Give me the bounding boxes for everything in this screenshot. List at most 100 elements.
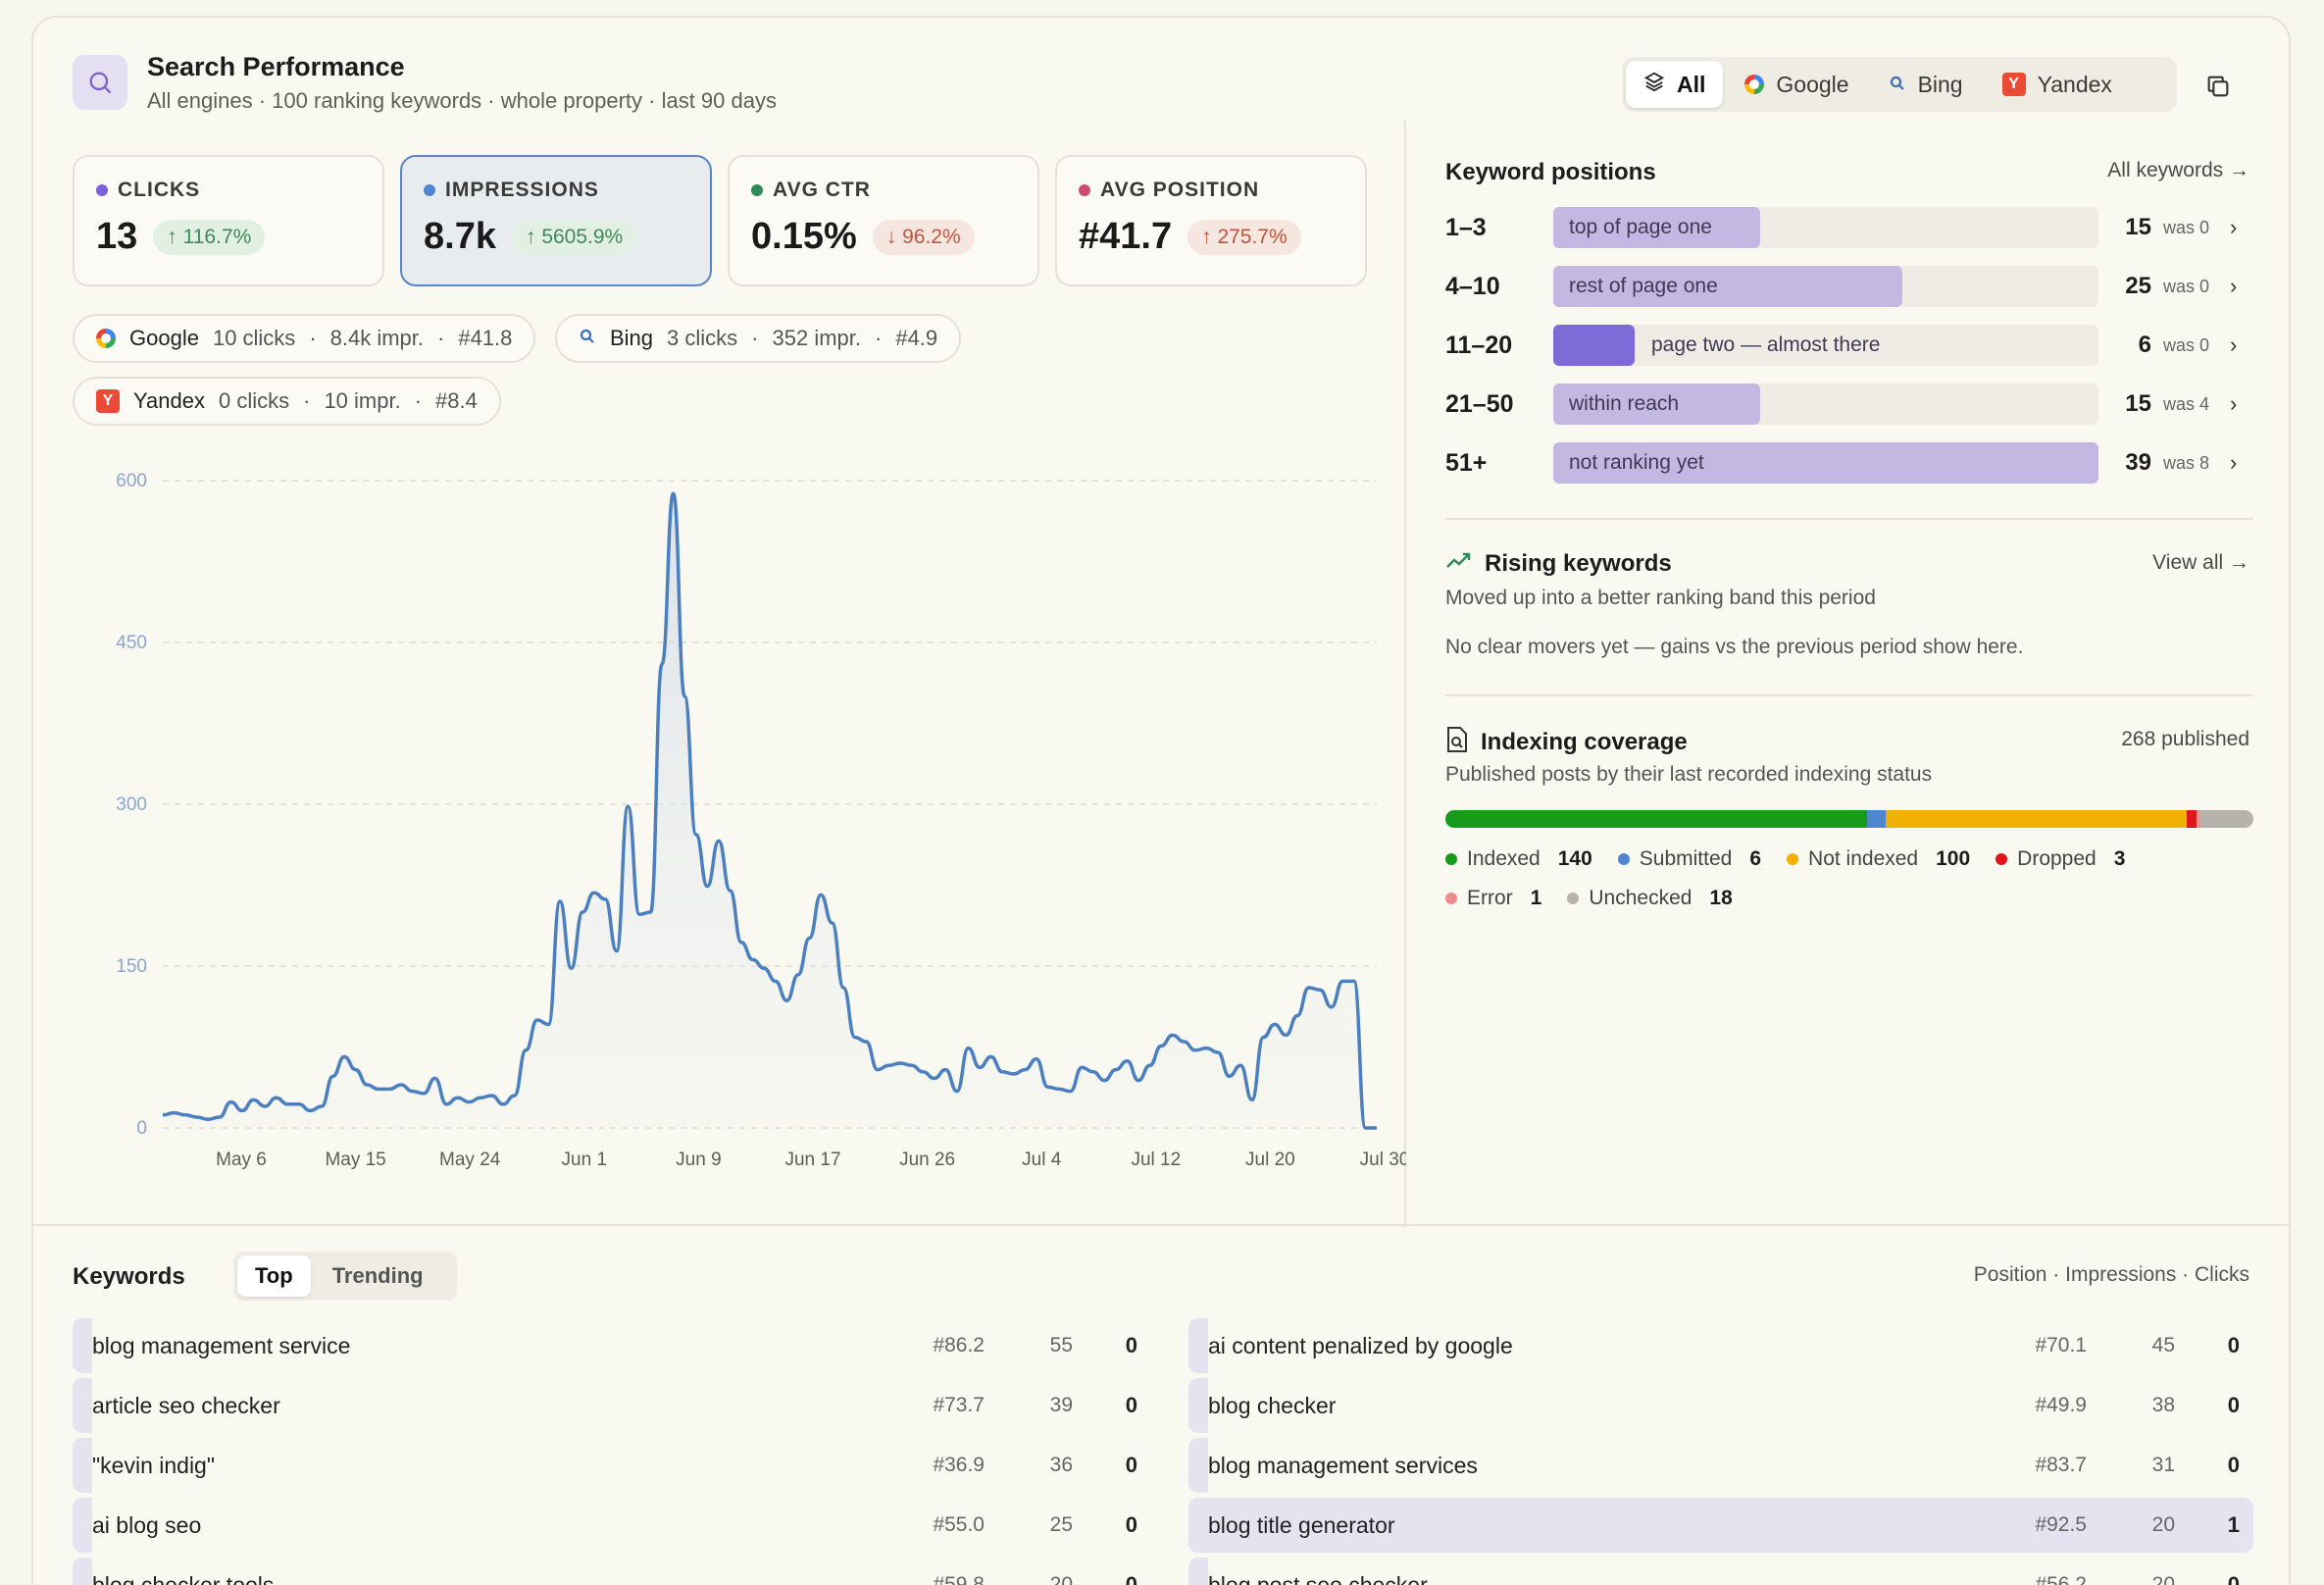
chip-engine-name: Google: [129, 326, 199, 350]
band-desc: rest of page one: [1569, 275, 1718, 297]
chip-position: #4.9: [895, 326, 938, 350]
keyword-row[interactable]: blog management services #83.7 31 0: [1188, 1438, 2253, 1493]
legend-dot: [1567, 893, 1580, 904]
legend-value: 1: [1530, 887, 1542, 909]
tab-all[interactable]: All: [1626, 61, 1724, 108]
copy-icon[interactable]: [2198, 67, 2238, 106]
coverage-segment: [2198, 810, 2253, 828]
keyword-clicks: 0: [2227, 1333, 2240, 1357]
legend-unchecked: Unchecked 18: [1567, 887, 1733, 910]
engine-chip-google[interactable]: Google 10 clicks · 8.4k impr. · #41.8: [73, 314, 536, 363]
tab-bing-label: Bing: [1917, 71, 1963, 97]
engine-chip-yandex[interactable]: Y Yandex 0 clicks · 10 impr. · #8.4: [73, 377, 501, 426]
view-all-link[interactable]: View all →: [2152, 551, 2249, 575]
ctr-dot: [751, 184, 763, 196]
keyword-impressions: 45: [2151, 1334, 2175, 1356]
keyword-row[interactable]: "kevin indig" #36.9 36 0: [73, 1438, 1151, 1493]
all-keywords-link[interactable]: All keywords →: [2107, 159, 2249, 182]
document-search-icon: [1445, 726, 1469, 758]
keyword-row[interactable]: ai blog seo #55.0 25 0: [73, 1498, 1151, 1553]
divider: [1445, 694, 2253, 696]
tab-yandex[interactable]: Y Yandex: [1985, 61, 2130, 108]
chip-sep: ·: [309, 326, 317, 350]
keyword-band-row[interactable]: 51+ not ranking yet 39 was 8 ›: [1445, 441, 2253, 485]
legend-not-indexed: Not indexed 100: [1787, 847, 1970, 871]
keyword-name: blog checker tools: [92, 1571, 275, 1585]
x-tick-label: Jun 9: [676, 1150, 721, 1170]
keyword-position: #92.5: [2035, 1513, 2087, 1536]
keyword-impressions: 38: [2151, 1394, 2175, 1416]
tab-trending[interactable]: Trending: [331, 1263, 424, 1288]
x-tick-label: Jul 12: [1131, 1150, 1181, 1170]
coverage-segment: [2196, 810, 2199, 828]
row-marker: [73, 1378, 92, 1433]
row-marker: [73, 1558, 92, 1585]
chip-sep: ·: [303, 388, 311, 413]
row-marker: [1188, 1378, 1208, 1433]
chevron-right-icon: ›: [2230, 391, 2238, 416]
keyword-clicks: 0: [1125, 1512, 1137, 1537]
keyword-band-row[interactable]: 4–10 rest of page one 25 was 0 ›: [1445, 265, 2253, 308]
keyword-band-row[interactable]: 21–50 within reach 15 was 4 ›: [1445, 383, 2253, 426]
indexing-count: 268 published: [2121, 728, 2249, 750]
legend-dot: [1445, 893, 1457, 904]
chip-sep: ·: [437, 326, 445, 350]
keyword-name: article seo checker: [92, 1392, 280, 1418]
stat-delta-value: 96.2%: [902, 225, 961, 248]
keyword-row[interactable]: article seo checker #73.7 39 0: [73, 1378, 1151, 1433]
tab-google-label: Google: [1776, 71, 1849, 97]
indexing-header: Indexing coverage: [1445, 726, 1688, 758]
stat-value: #41.7: [1079, 216, 1173, 257]
stat-impressions[interactable]: IMPRESSIONS 8.7k ↑ 5605.9%: [400, 155, 712, 286]
page-subtitle: All engines · 100 ranking keywords · who…: [147, 88, 777, 113]
keywords-list-right: ai content penalized by google #70.1 45 0 b…: [1188, 1318, 2253, 1585]
engine-chip-bing[interactable]: Bing 3 clicks · 352 impr. · #4.9: [555, 314, 962, 363]
legend-dot: [1445, 853, 1457, 865]
chip-sep: ·: [875, 326, 883, 350]
chip-impressions: 10 impr.: [324, 388, 401, 413]
coverage-legend-row1: Indexed 140 Submitted 6 Not indexed 100 Dro…: [1445, 847, 2125, 871]
chevron-right-icon: ›: [2230, 450, 2238, 475]
keyword-row[interactable]: blog post seo checker #56.2 20 0: [1188, 1558, 2253, 1585]
chevron-right-icon: ›: [2230, 332, 2238, 357]
band-was: was 8: [2163, 452, 2210, 473]
tab-google[interactable]: Google: [1727, 61, 1866, 108]
x-tick-label: Jul 20: [1245, 1150, 1295, 1170]
keyword-clicks: 0: [1125, 1333, 1137, 1357]
stat-avg-position[interactable]: AVG POSITION #41.7 ↑ 275.7%: [1055, 155, 1367, 286]
position-dot: [1079, 184, 1090, 196]
keyword-clicks: 0: [1125, 1393, 1137, 1417]
stat-delta-value: 5605.9%: [541, 225, 624, 248]
keyword-row[interactable]: blog management service #86.2 55 0: [73, 1318, 1151, 1373]
series-area: [163, 493, 1377, 1128]
keyword-band-row[interactable]: 11–20 page two — almost there 6 was 0 ›: [1445, 324, 2253, 367]
keyword-row[interactable]: blog checker #49.9 38 0: [1188, 1378, 2253, 1433]
legend-value: 140: [1557, 847, 1592, 870]
bing-search-icon: [579, 326, 596, 351]
keyword-name: blog checker: [1208, 1392, 1337, 1418]
stat-value: 8.7k: [424, 216, 496, 257]
yandex-logo-icon: Y: [96, 389, 120, 413]
tab-top[interactable]: Top: [237, 1255, 311, 1297]
keyword-row-highlighted[interactable]: blog title generator #92.5 20 1: [1188, 1498, 2253, 1553]
keyword-row[interactable]: ai content penalized by google #70.1 45 0: [1188, 1318, 2253, 1373]
keyword-band-row[interactable]: 1–3 top of page one 15 was 0 ›: [1445, 206, 2253, 249]
row-marker: [1188, 1318, 1208, 1373]
stat-label: AVG POSITION: [1100, 179, 1260, 201]
keyword-name: blog management service: [92, 1332, 351, 1358]
legend-submitted: Submitted 6: [1617, 847, 1761, 871]
tab-bing[interactable]: Bing: [1871, 61, 1981, 108]
section-divider: [33, 1224, 2289, 1226]
keyword-row[interactable]: blog checker tools #59.8 20 0: [73, 1558, 1151, 1585]
legend-value: 100: [1936, 847, 1971, 870]
band-track: within reach: [1553, 383, 2098, 425]
x-tick-label: May 6: [216, 1150, 267, 1170]
legend-label: Not indexed: [1808, 847, 1919, 870]
tab-yandex-label: Yandex: [2037, 71, 2112, 97]
stat-avg-ctr[interactable]: AVG CTR 0.15% ↓ 96.2%: [728, 155, 1039, 286]
keyword-name: blog post seo checker: [1208, 1571, 1428, 1585]
stat-delta: ↑ 5605.9%: [511, 219, 637, 255]
stat-clicks[interactable]: CLICKS 13 ↑ 116.7%: [73, 155, 384, 286]
keyword-clicks: 0: [2227, 1572, 2240, 1585]
x-tick-label: Jul 4: [1022, 1150, 1062, 1170]
